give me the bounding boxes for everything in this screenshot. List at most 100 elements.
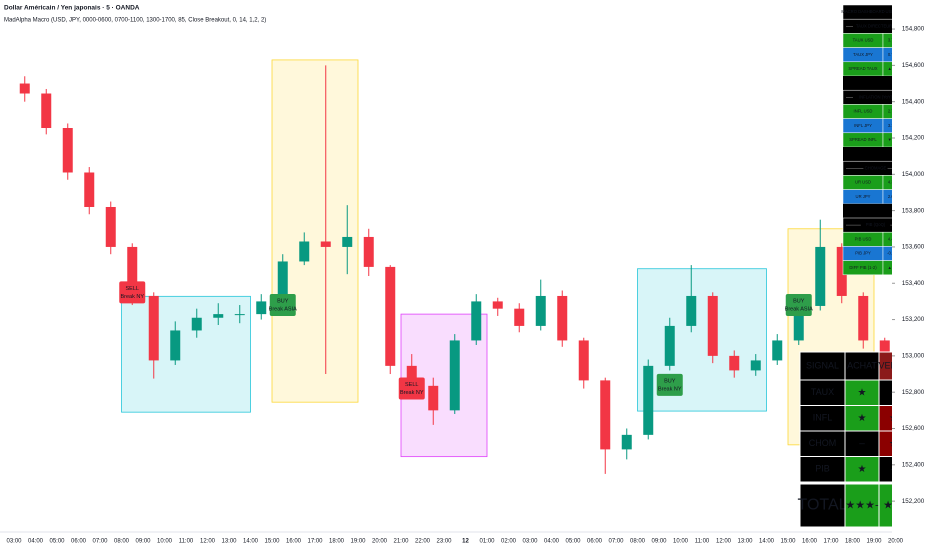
dashboard-label: PIB JPY: [855, 251, 871, 256]
y-tick-label: 153,200: [902, 316, 925, 323]
x-tick-label: 10:00: [673, 539, 689, 545]
candle-body: [342, 236, 353, 247]
candle-body: [213, 314, 224, 318]
table-text: PIB: [815, 464, 830, 474]
candle-body: [535, 295, 546, 326]
y-tick-label: 154,000: [902, 171, 925, 178]
candle-body: [643, 365, 654, 435]
x-tick-label: 02:00: [501, 539, 517, 545]
y-tick-label: 153,800: [902, 207, 925, 214]
table-cell: [844, 405, 880, 432]
x-tick-label: 17:00: [307, 539, 323, 545]
blank-row: [843, 147, 908, 162]
signal-label: SELL Break NY: [398, 377, 425, 400]
x-tick-label: 01:00: [479, 539, 495, 545]
candle-body: [858, 295, 869, 341]
candle-body: [406, 365, 417, 386]
dashboard-label: INFL JPY: [854, 123, 872, 128]
candle-body: [84, 172, 95, 207]
table-text: ACHAT: [847, 360, 877, 370]
candle-body: [707, 295, 718, 356]
section-title-bg: [853, 22, 898, 31]
symbol-title: Dollar Américain / Yen japonais · 5 · OA…: [4, 5, 140, 12]
x-tick-label: 07:00: [608, 539, 624, 545]
x-tick-label: 13:00: [221, 539, 237, 545]
candle-body: [127, 246, 138, 296]
candle-body: [836, 246, 847, 296]
y-tick-label: 154,800: [902, 26, 925, 33]
candle-body: [557, 295, 568, 341]
candle-body: [234, 314, 245, 316]
candle-body: [686, 295, 697, 326]
table-text: TAUX: [811, 387, 834, 397]
x-tick-label: 22:00: [415, 539, 431, 545]
candle-body: [815, 246, 826, 306]
signal-box: [119, 281, 146, 304]
y-tick-label: 154,200: [902, 135, 925, 142]
indicator-title: MadAlpha Macro (USD, JPY, 0000-0600, 070…: [4, 18, 266, 24]
x-tick-label: 03:00: [6, 539, 22, 545]
section-title-bg: [853, 93, 898, 102]
section-title-bg: [863, 164, 888, 173]
candle-body: [363, 236, 374, 267]
section-title-bg: [860, 221, 891, 230]
x-tick-label: 20:00: [888, 539, 904, 545]
x-tick-label: 11:00: [179, 539, 194, 545]
candle-body: [62, 128, 73, 173]
x-tick-label: 10:00: [157, 539, 173, 545]
table-text: ★: [858, 413, 867, 424]
candle-body: [750, 360, 761, 371]
signal-text: Break NY: [120, 294, 144, 300]
candle-body: [170, 330, 181, 361]
dashboard-label: SPREAD TAUX: [848, 66, 877, 71]
x-tick-label: 12:00: [716, 539, 732, 545]
dashboard-label: SPREAD INFL: [849, 137, 877, 142]
y-tick-label: 152,200: [902, 498, 925, 505]
table-cell: [799, 430, 846, 457]
x-tick-label: 13:00: [737, 539, 753, 545]
x-tick-label: 08:00: [630, 539, 646, 545]
dashboard-label: PIB USD: [855, 236, 872, 241]
candle-body: [600, 380, 611, 450]
signal-label: SELL Break NY: [119, 281, 146, 304]
candle-body: [299, 241, 310, 262]
y-tick-label: 152,600: [902, 425, 925, 432]
x-tick-label: 23:00: [436, 539, 452, 545]
signal-side: SELL: [126, 286, 139, 292]
x-tick-label: 19:00: [350, 539, 366, 545]
dashboard-label: UR JPY: [856, 194, 871, 199]
x-tick-label: 09:00: [651, 539, 667, 545]
x-tick-label: 07:00: [92, 539, 108, 545]
signal-text: Break ASIA: [785, 306, 813, 312]
candle-body: [471, 301, 482, 341]
dashboard-title: MACRO DASHBOARD: [841, 9, 884, 14]
x-tick-label: 11:00: [695, 539, 710, 545]
candle-body: [772, 340, 783, 361]
blank-row: [843, 76, 908, 91]
candle-body: [191, 317, 202, 331]
blank-row: [843, 203, 908, 218]
table-text: ★: [858, 464, 867, 475]
dashboard-label: TAUX USD: [853, 38, 874, 43]
price-axis: [892, 0, 932, 550]
x-tick-label: 21:00: [393, 539, 409, 545]
section-title: PIB (QoQ): [866, 222, 886, 227]
section-title: TAUX DIRECTEURS: [856, 23, 895, 28]
candle-body: [385, 266, 396, 366]
table-text: ★★★-: [845, 499, 879, 511]
x-tick-label: 16:00: [802, 539, 818, 545]
signal-table: SIGNALACHATVENTETAUX★–INFL★★CHOM–★PIB★–T…: [797, 351, 909, 528]
candle-body: [256, 301, 267, 315]
signal-side: BUY: [793, 298, 805, 304]
signal-side: BUY: [664, 378, 676, 384]
dashboard-label: INFL USD: [854, 109, 873, 114]
section-title: INFLATION (YoY): [859, 94, 893, 99]
table-text: ★: [858, 387, 867, 398]
candle-body: [428, 385, 439, 411]
x-tick-label: 14:00: [243, 539, 259, 545]
x-tick-label: 05:00: [49, 539, 65, 545]
x-tick-label: 12: [462, 539, 469, 545]
x-tick-label: 09:00: [135, 539, 151, 545]
